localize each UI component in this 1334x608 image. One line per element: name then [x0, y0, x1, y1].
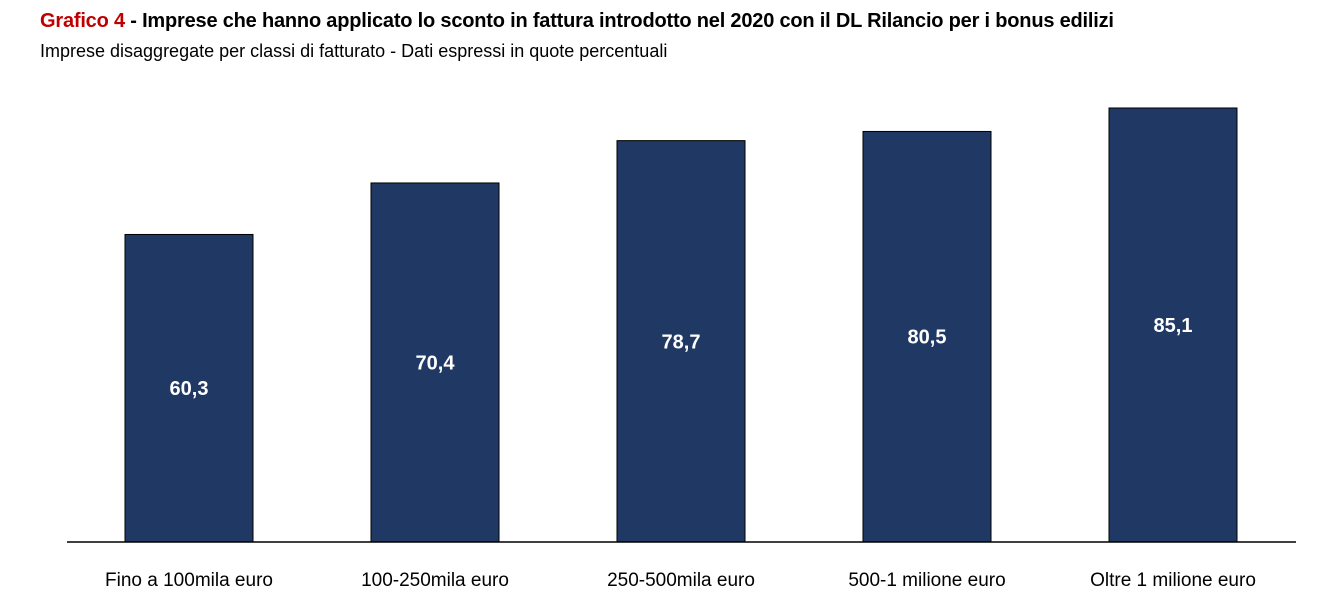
bar-3: [616, 140, 746, 543]
bar-5: [1108, 107, 1238, 543]
bar-1: [124, 233, 254, 543]
chart-title: Grafico 4 - Imprese che hanno applicato …: [40, 8, 1320, 34]
bar-4: [862, 130, 992, 543]
bar-2: [370, 182, 500, 543]
category-label-4: 500-1 milione euro: [848, 570, 1005, 591]
bar-value-label-5: 85,1: [1154, 315, 1193, 337]
category-labels-group: Fino a 100mila euro 100-250mila euro 250-5…: [105, 570, 1256, 591]
category-label-2: 100-250mila euro: [361, 570, 509, 591]
bar-value-label-2: 70,4: [416, 352, 456, 374]
bar-value-label-3: 78,7: [662, 331, 701, 353]
category-label-1: Fino a 100mila euro: [105, 570, 273, 591]
chart-title-label: Grafico 4: [40, 10, 125, 32]
bars-group: 60,3 70,4 78,7 80,5 85,1: [124, 107, 1238, 543]
chart-subtitle: Imprese disaggregate per classi di fattu…: [40, 41, 668, 61]
category-label-5: Oltre 1 milione euro: [1090, 570, 1256, 591]
bar-value-label-1: 60,3: [170, 378, 209, 400]
chart-header: Grafico 4 - Imprese che hanno applicato …: [40, 8, 1320, 64]
bar-value-label-4: 80,5: [908, 327, 947, 349]
category-label-3: 250-500mila euro: [607, 570, 755, 591]
chart-title-text: - Imprese che hanno applicato lo sconto …: [124, 10, 1114, 32]
